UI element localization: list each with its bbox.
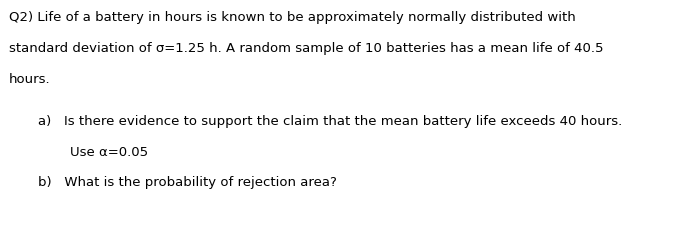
Text: hours.: hours.	[9, 73, 50, 86]
Text: b)   What is the probability of rejection area?: b) What is the probability of rejection …	[38, 176, 337, 188]
Text: Q2) Life of a battery in hours is known to be approximately normally distributed: Q2) Life of a battery in hours is known …	[9, 11, 576, 24]
Text: a)   Is there evidence to support the claim that the mean battery life exceeds 4: a) Is there evidence to support the clai…	[38, 115, 623, 127]
Text: standard deviation of σ=1.25 h. A random sample of 10 batteries has a mean life : standard deviation of σ=1.25 h. A random…	[9, 42, 603, 55]
Text: Use α=0.05: Use α=0.05	[70, 146, 148, 159]
